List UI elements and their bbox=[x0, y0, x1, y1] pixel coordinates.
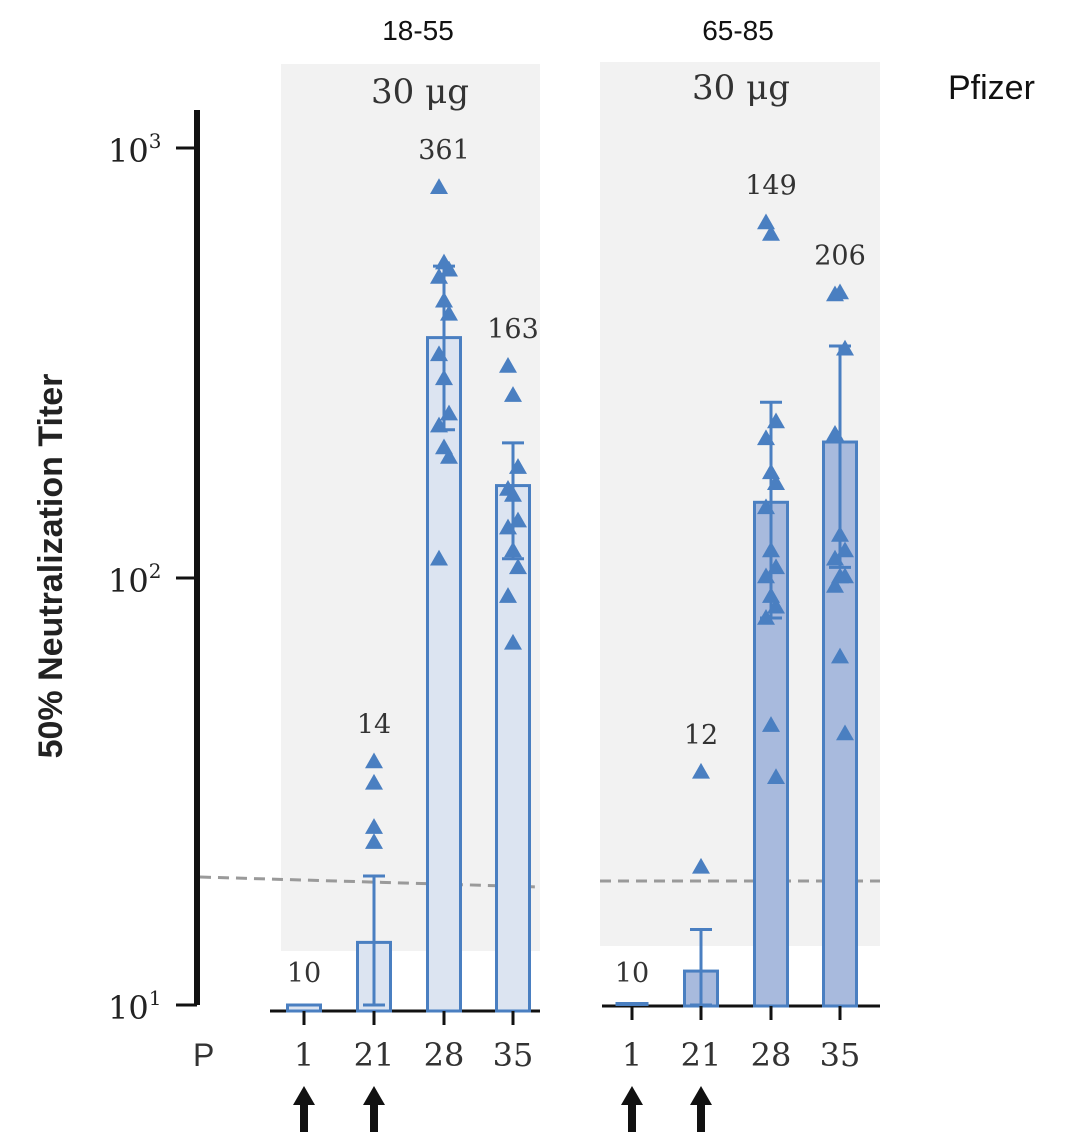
data-point-18-55-day-28 bbox=[430, 549, 448, 566]
dose-label-18-55: 30 μg bbox=[371, 72, 469, 112]
x-tick-label-18-55-day-28: 28 bbox=[424, 1036, 465, 1074]
data-point-65-85-day-28 bbox=[767, 768, 785, 785]
data-point-65-85-day-28 bbox=[767, 597, 785, 614]
data-point-65-85-day-28 bbox=[757, 213, 775, 230]
data-point-65-85-day-35 bbox=[836, 541, 854, 558]
data-point-18-55-day-35 bbox=[509, 511, 527, 528]
bar-18-55-day-35 bbox=[495, 484, 531, 1013]
x-axis-prefix: P bbox=[193, 1037, 214, 1073]
data-point-18-55-day-21 bbox=[365, 752, 383, 769]
y-tick-label-10: 101 bbox=[108, 986, 161, 1027]
value-label-65-85-day-1: 10 bbox=[615, 958, 649, 989]
value-label-18-55-day-35: 163 bbox=[487, 314, 539, 345]
data-point-18-55-day-35 bbox=[509, 558, 527, 575]
data-point-18-55-day-28 bbox=[430, 416, 448, 433]
x-tick-label-65-85-day-1: 1 bbox=[622, 1036, 642, 1074]
data-point-65-85-day-28 bbox=[762, 224, 780, 241]
data-point-18-55-day-35 bbox=[499, 356, 517, 373]
data-point-65-85-day-28 bbox=[762, 463, 780, 480]
data-point-65-85-day-28 bbox=[767, 474, 785, 491]
group-label-18-55: 18-55 bbox=[382, 15, 454, 46]
dose-arrow-18-55-day-1 bbox=[293, 1086, 315, 1132]
y-tick-label-1000: 103 bbox=[108, 129, 161, 170]
x-tick-label-65-85-day-35: 35 bbox=[820, 1036, 861, 1074]
data-point-18-55-day-28 bbox=[435, 291, 453, 308]
group-label-65-85: 65-85 bbox=[702, 15, 774, 46]
data-point-65-85-day-28 bbox=[767, 412, 785, 429]
data-point-65-85-day-21 bbox=[692, 857, 710, 874]
data-point-18-55-day-21 bbox=[365, 773, 383, 790]
x-tick-label-18-55-day-1: 1 bbox=[294, 1036, 314, 1074]
dose-arrow-18-55-day-21 bbox=[363, 1086, 385, 1132]
data-point-65-85-day-35 bbox=[831, 283, 849, 300]
data-point-18-55-day-28 bbox=[440, 404, 458, 421]
y-tick-label-100: 102 bbox=[108, 559, 161, 600]
data-point-18-55-day-28 bbox=[430, 178, 448, 194]
data-point-18-55-day-28 bbox=[430, 345, 448, 362]
data-point-65-85-day-35 bbox=[836, 339, 854, 356]
data-point-18-55-day-35 bbox=[499, 518, 517, 535]
data-point-18-55-day-35 bbox=[509, 458, 527, 474]
data-point-18-55-day-35 bbox=[504, 386, 522, 402]
data-point-18-55-day-28 bbox=[430, 267, 448, 284]
data-point-65-85-day-35 bbox=[836, 567, 854, 584]
bar-18-55-day-1 bbox=[286, 1003, 322, 1013]
data-point-65-85-day-28 bbox=[757, 567, 775, 584]
y-axis-title: 50% Neutralization Titer bbox=[32, 374, 70, 759]
data-point-65-85-day-28 bbox=[762, 716, 780, 732]
value-label-18-55-day-21: 14 bbox=[357, 710, 391, 741]
data-point-18-55-day-28 bbox=[435, 369, 453, 386]
dose-label-65-85: 30 μg bbox=[692, 68, 790, 108]
data-point-18-55-day-21 bbox=[365, 818, 383, 834]
data-point-65-85-day-35 bbox=[831, 525, 849, 542]
data-point-18-55-day-21 bbox=[365, 833, 383, 849]
x-tick-label-18-55-day-21: 21 bbox=[354, 1036, 395, 1074]
x-tick-label-18-55-day-35: 35 bbox=[493, 1036, 534, 1074]
value-label-18-55-day-28: 361 bbox=[418, 135, 470, 166]
dose-arrow-65-85-day-1 bbox=[621, 1086, 643, 1132]
brand-label: Pfizer bbox=[948, 69, 1035, 107]
x-tick-label-65-85-day-21: 21 bbox=[681, 1036, 722, 1074]
data-point-18-55-day-35 bbox=[504, 633, 522, 650]
data-point-18-55-day-35 bbox=[504, 541, 522, 558]
dose-arrow-65-85-day-21 bbox=[690, 1086, 712, 1132]
value-label-18-55-day-1: 10 bbox=[287, 958, 321, 989]
data-point-65-85-day-28 bbox=[767, 558, 785, 575]
value-label-65-85-day-28: 149 bbox=[745, 171, 797, 202]
data-point-18-55-day-28 bbox=[440, 260, 458, 277]
data-point-65-85-day-35 bbox=[826, 425, 844, 441]
data-point-18-55-day-28 bbox=[440, 304, 458, 321]
value-label-65-85-day-35: 206 bbox=[814, 241, 866, 272]
data-point-18-55-day-28 bbox=[440, 448, 458, 464]
data-point-65-85-day-28 bbox=[757, 498, 775, 515]
data-point-18-55-day-35 bbox=[499, 587, 517, 603]
data-point-18-55-day-35 bbox=[504, 485, 522, 502]
data-point-65-85-day-35 bbox=[836, 724, 854, 741]
data-point-65-85-day-28 bbox=[757, 429, 775, 446]
value-label-65-85-day-21: 12 bbox=[684, 720, 718, 751]
data-point-65-85-day-35 bbox=[826, 577, 844, 593]
x-tick-label-65-85-day-28: 28 bbox=[751, 1036, 792, 1074]
data-point-65-85-day-35 bbox=[826, 549, 844, 566]
data-point-65-85-day-35 bbox=[831, 647, 849, 664]
threshold-line-18-55 bbox=[199, 875, 541, 889]
data-point-65-85-day-28 bbox=[762, 541, 780, 558]
data-point-65-85-day-21 bbox=[692, 762, 710, 779]
data-point-65-85-day-28 bbox=[757, 609, 775, 625]
